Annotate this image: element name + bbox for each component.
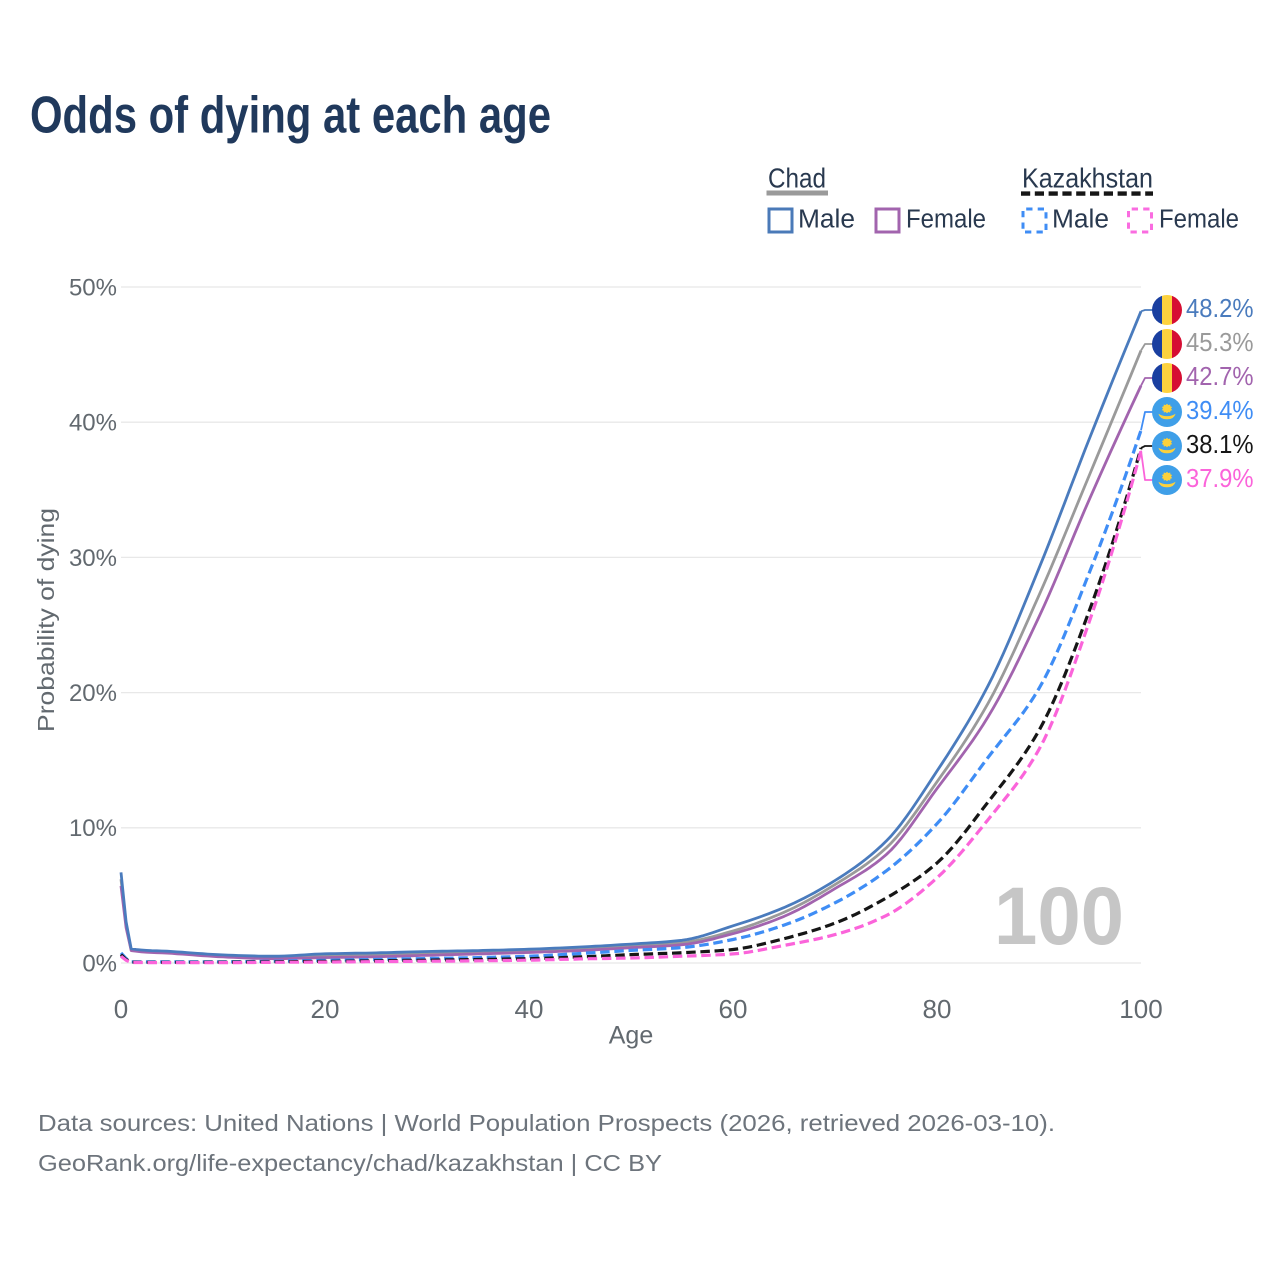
svg-text:10%: 10% [69, 815, 117, 842]
svg-text:37.9%: 37.9% [1186, 465, 1254, 493]
svg-text:Male: Male [798, 206, 855, 234]
svg-text:100: 100 [994, 871, 1124, 962]
svg-text:Female: Female [906, 206, 986, 234]
svg-text:38.1%: 38.1% [1186, 431, 1254, 459]
svg-text:Chad: Chad [768, 163, 826, 194]
svg-text:45.3%: 45.3% [1186, 329, 1254, 357]
svg-text:40%: 40% [69, 410, 117, 437]
svg-text:Data sources: United Nations |: Data sources: United Nations | World Pop… [38, 1110, 1055, 1136]
svg-text:50%: 50% [69, 274, 117, 301]
svg-text:20%: 20% [69, 680, 117, 707]
svg-text:GeoRank.org/life-expectancy/ch: GeoRank.org/life-expectancy/chad/kazakhs… [38, 1150, 662, 1176]
svg-text:20: 20 [311, 994, 340, 1024]
svg-text:39.4%: 39.4% [1186, 397, 1254, 425]
svg-text:Male: Male [1052, 206, 1109, 234]
svg-text:Odds of dying at each age: Odds of dying at each age [30, 87, 551, 145]
svg-text:30%: 30% [69, 545, 117, 572]
svg-text:80: 80 [923, 994, 952, 1024]
svg-text:0%: 0% [82, 950, 117, 977]
svg-text:42.7%: 42.7% [1186, 363, 1254, 391]
svg-text:Age: Age [609, 1022, 653, 1050]
svg-text:60: 60 [719, 994, 748, 1024]
svg-text:0: 0 [114, 994, 128, 1024]
svg-text:100: 100 [1119, 994, 1162, 1024]
svg-text:Kazakhstan: Kazakhstan [1022, 163, 1153, 194]
svg-text:Probability of dying: Probability of dying [33, 508, 59, 732]
svg-text:48.2%: 48.2% [1186, 295, 1254, 323]
svg-text:Female: Female [1159, 206, 1239, 234]
svg-text:40: 40 [515, 994, 544, 1024]
